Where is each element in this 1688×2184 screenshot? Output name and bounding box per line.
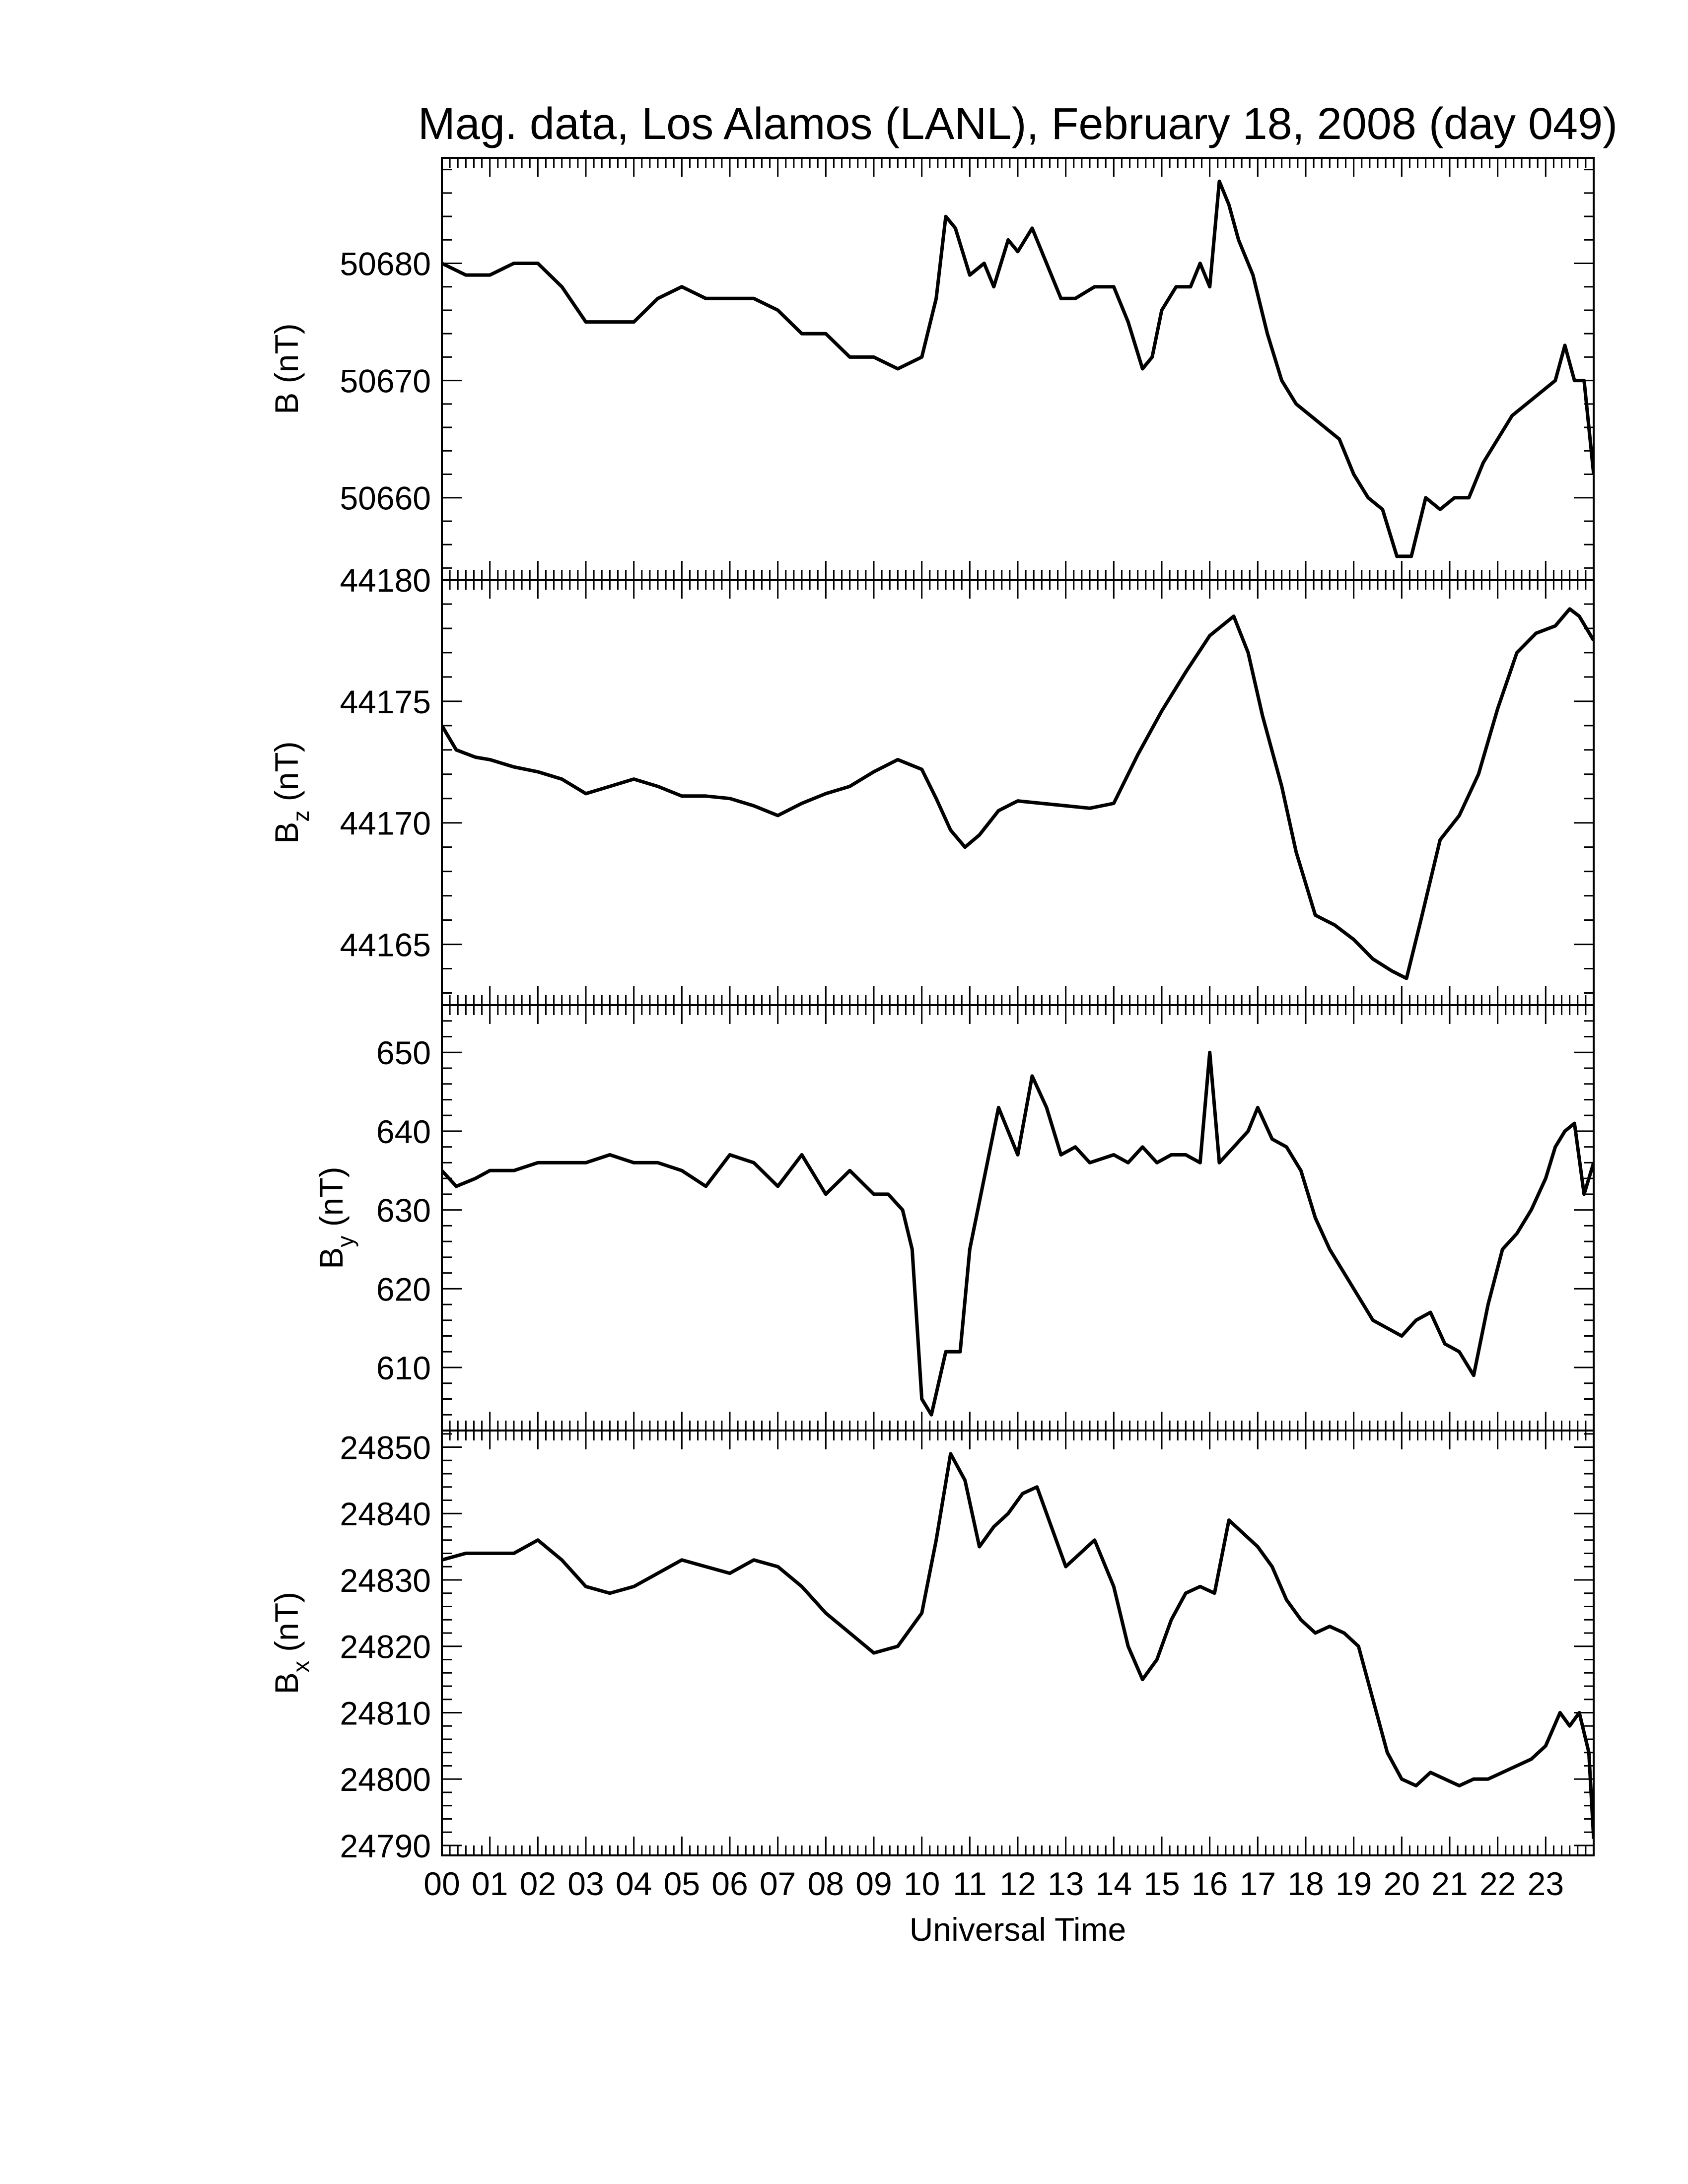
y-tick-label: 620 xyxy=(376,1271,431,1307)
y-tick-label: 50660 xyxy=(340,480,431,517)
x-tick-label: 13 xyxy=(1048,1865,1084,1902)
series-line-Bx xyxy=(442,1452,1594,1839)
y-tick-label: 640 xyxy=(376,1113,431,1150)
x-tick-label: 20 xyxy=(1384,1865,1420,1902)
x-tick-label: 12 xyxy=(999,1865,1036,1902)
x-tick-label: 03 xyxy=(567,1865,604,1902)
x-tick-label: 22 xyxy=(1479,1865,1516,1902)
y-tick-label: 24790 xyxy=(340,1828,431,1864)
x-tick-label: 16 xyxy=(1192,1865,1228,1902)
x-tick-label: 17 xyxy=(1240,1865,1276,1902)
x-tick-label: 04 xyxy=(616,1865,652,1902)
y-tick-label: 24840 xyxy=(340,1496,431,1532)
y-axis-label: Bz (nT) xyxy=(268,741,314,843)
y-axis-label: B (nT) xyxy=(268,323,305,414)
x-tick-label: 11 xyxy=(953,1865,987,1902)
x-tick-label: 01 xyxy=(472,1865,508,1902)
y-tick-label: 24810 xyxy=(340,1695,431,1731)
chart-title: Mag. data, Los Alamos (LANL), February 1… xyxy=(418,99,1618,149)
y-tick-label: 24800 xyxy=(340,1761,431,1798)
x-tick-label: 07 xyxy=(760,1865,796,1902)
x-tick-label: 15 xyxy=(1143,1865,1180,1902)
x-tick-label: 05 xyxy=(664,1865,700,1902)
x-tick-label: 00 xyxy=(423,1865,460,1902)
x-tick-label: 14 xyxy=(1096,1865,1132,1902)
y-tick-label: 650 xyxy=(376,1034,431,1071)
panel-Bx: 24790 24800 24810 24820 24830 24840 24850 Bx (n… xyxy=(268,1429,1595,1864)
x-tick-label: 23 xyxy=(1528,1865,1564,1902)
y-tick-label: 610 xyxy=(376,1350,431,1386)
panels-group: 50660 50670 50680 B (nT) 44165 44170 44175 4418… xyxy=(268,157,1595,1864)
y-tick-label: 630 xyxy=(376,1192,431,1229)
x-tick-label: 06 xyxy=(711,1865,748,1902)
y-tick-label: 44175 xyxy=(340,683,431,720)
y-tick-label: 50670 xyxy=(340,363,431,400)
series-line-Bz xyxy=(442,607,1594,980)
y-tick-label: 24830 xyxy=(340,1562,431,1599)
x-tick-label: 18 xyxy=(1287,1865,1324,1902)
y-tick-label: 44170 xyxy=(340,805,431,842)
x-tick-label: 21 xyxy=(1431,1865,1468,1902)
x-axis-label: Universal Time xyxy=(910,1911,1126,1948)
panel-B: 50660 50670 50680 B (nT) xyxy=(268,157,1595,581)
x-tick-label: 19 xyxy=(1336,1865,1372,1902)
panel-By: 610 620 630 640 650 By (nT) xyxy=(313,1004,1595,1432)
y-tick-label: 44180 xyxy=(340,562,431,599)
y-axis-label: By (nT) xyxy=(313,1166,358,1269)
x-tick-label: 08 xyxy=(808,1865,844,1902)
y-axis-label: Bx (nT) xyxy=(268,1592,314,1694)
panel-Bz: 44165 44170 44175 44180 Bz (nT) xyxy=(268,562,1595,1006)
y-tick-label: 24850 xyxy=(340,1429,431,1466)
x-axis: 00 01 02 03 04 05 06 07 08 09 10 11 12 13 14 15 16 17 18 19… xyxy=(423,1865,1564,1902)
series-line-By xyxy=(442,1050,1594,1417)
x-tick-label: 09 xyxy=(855,1865,892,1902)
series-line-B xyxy=(442,179,1594,558)
x-tick-label: 10 xyxy=(904,1865,940,1902)
y-tick-label: 44165 xyxy=(340,927,431,963)
y-tick-label: 24820 xyxy=(340,1629,431,1665)
y-tick-label: 50680 xyxy=(340,246,431,282)
x-tick-label: 02 xyxy=(520,1865,556,1902)
